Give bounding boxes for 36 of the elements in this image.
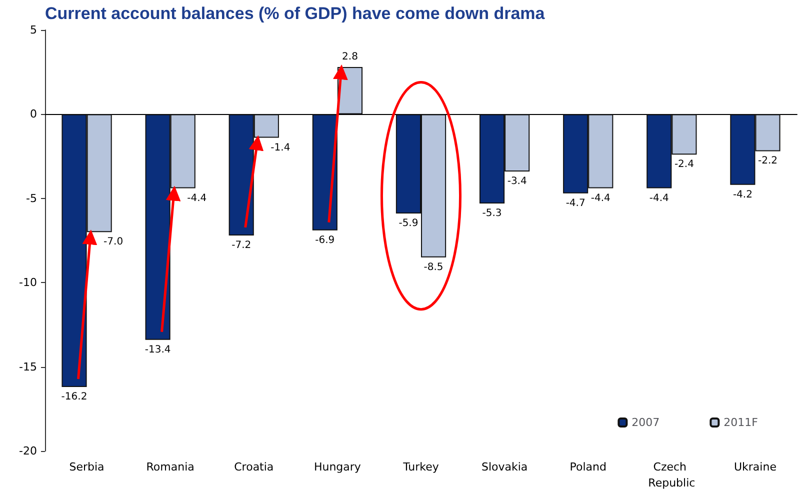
x-tick-label: Croatia — [234, 460, 274, 474]
legend-label: 2011F — [724, 416, 758, 429]
x-tick-label: Serbia — [69, 460, 104, 474]
x-tick-label: Poland — [570, 460, 606, 474]
chart-title: Current account balances (% of GDP) have come down drama — [45, 4, 546, 23]
y-tick-label: -10 — [19, 276, 37, 290]
data-label: -3.4 — [507, 176, 527, 187]
data-label: -7.0 — [104, 236, 124, 248]
data-label: -16.2 — [61, 392, 88, 403]
data-label: -5.9 — [398, 218, 418, 230]
x-tick-label: Hungary — [314, 460, 362, 474]
x-tick-label: Turkey — [402, 460, 440, 474]
data-label: -8.5 — [424, 262, 444, 273]
x-tick-label: Romania — [146, 460, 194, 474]
data-label: -13.4 — [144, 344, 171, 356]
x-tick-label: Slovakia — [481, 460, 528, 474]
data-label: -7.2 — [232, 240, 252, 251]
data-label: -4.4 — [187, 192, 207, 204]
x-tick-label: Ukraine — [734, 460, 777, 474]
data-label: -1.4 — [270, 142, 290, 154]
y-tick-label: -5 — [26, 192, 37, 205]
data-label: 2.8 — [342, 52, 358, 63]
y-tick-label: -15 — [19, 360, 37, 374]
data-label: -2.2 — [758, 156, 778, 167]
data-label: -4.2 — [732, 189, 752, 200]
data-label: -4.4 — [590, 192, 610, 204]
y-tick-label: 5 — [30, 24, 37, 36]
x-tick-label: Czech Republic — [648, 460, 696, 490]
y-tick-label: -20 — [19, 444, 37, 458]
data-label: -2.4 — [674, 159, 694, 170]
data-label: -4.7 — [566, 198, 586, 209]
y-tick-label: 0 — [30, 108, 37, 121]
data-label: -4.4 — [649, 192, 669, 204]
data-label: -5.3 — [482, 208, 502, 219]
legend-label: 2007 — [632, 416, 660, 429]
data-label: -6.9 — [315, 234, 335, 246]
